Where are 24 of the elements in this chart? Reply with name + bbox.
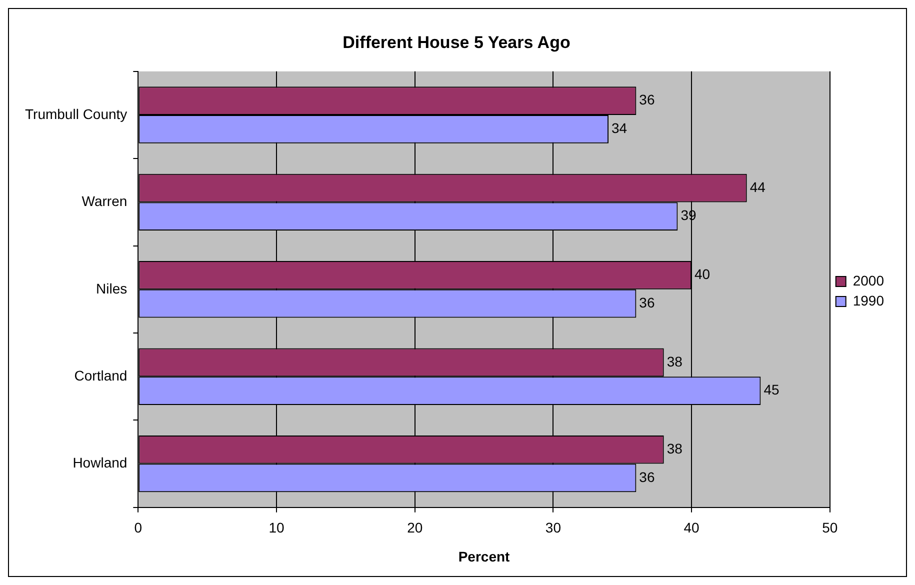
data-label: 36: [639, 468, 655, 485]
y-tick-label: Niles: [96, 280, 128, 296]
x-axis-title: Percent: [458, 548, 510, 564]
y-tick-label: Trumbull County: [24, 106, 128, 122]
chart-title: Different House 5 Years Ago: [342, 32, 570, 52]
x-tick-label: 40: [684, 520, 700, 536]
x-tick-label: 50: [822, 520, 838, 536]
legend-label: 1990: [852, 292, 884, 308]
data-label: 36: [639, 294, 655, 310]
x-tick-label: 0: [134, 520, 142, 536]
x-tick-label: 30: [545, 520, 562, 536]
x-tick-label: 10: [268, 520, 285, 536]
x-tick-label: 20: [407, 520, 423, 536]
data-label: 45: [764, 382, 780, 398]
y-tick-label: Cortland: [74, 367, 128, 384]
data-label: 38: [666, 353, 683, 370]
y-tick-label: Howland: [72, 454, 128, 471]
data-label: 40: [694, 266, 710, 282]
y-tick-label: Warren: [82, 193, 128, 210]
data-label: 34: [612, 120, 628, 136]
data-label: 36: [639, 92, 655, 108]
data-label: 38: [666, 440, 683, 456]
data-label: 44: [750, 178, 766, 195]
legend-label: 2000: [852, 272, 884, 288]
